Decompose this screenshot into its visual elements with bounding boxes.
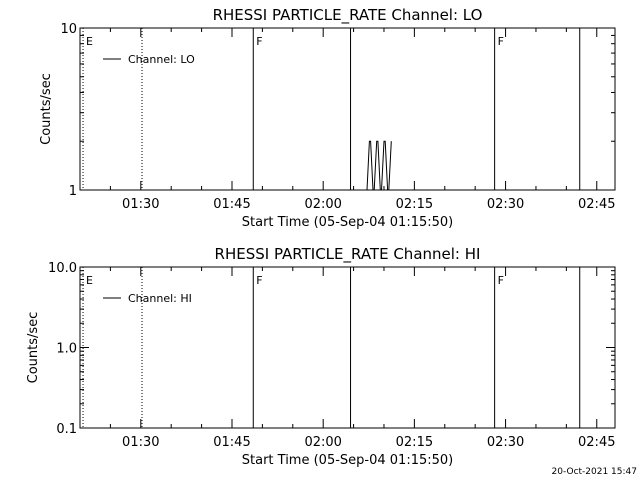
x-axis-label: Start Time (05-Sep-04 01:15:50) [242, 215, 453, 230]
x-tick-label: 01:45 [213, 435, 250, 450]
event-label-4: F [498, 274, 504, 287]
event-label-2: F [256, 274, 262, 287]
series-line-0 [366, 140, 392, 191]
y-tick-label: 1 [69, 184, 77, 199]
x-tick-label: 02:45 [578, 197, 615, 212]
x-tick-label: 02:00 [304, 435, 341, 450]
x-tick-label: 02:45 [578, 435, 615, 450]
x-axis-label: Start Time (05-Sep-04 01:15:50) [242, 453, 453, 468]
y-axis-label: Counts/sec [26, 312, 41, 384]
x-tick-label: 01:45 [213, 197, 250, 212]
x-tick-label: 02:15 [396, 435, 433, 450]
x-tick-label: 02:30 [487, 197, 524, 212]
x-tick-label: 02:30 [487, 435, 524, 450]
chart-panel-lo: RHESSI PARTICLE_RATE Channel: LO E F F 01:30… [39, 6, 616, 230]
plot-frame [79, 27, 616, 191]
y-tick-label: 10.0 [48, 261, 77, 276]
legend-entry: Channel: LO [128, 53, 195, 66]
chart-title: RHESSI PARTICLE_RATE Channel: LO [213, 6, 483, 25]
event-label-0: E [86, 274, 93, 287]
legend-entry: Channel: HI [128, 292, 192, 305]
event-label-0: E [86, 35, 93, 48]
event-label-4: F [498, 35, 504, 48]
chart-title: RHESSI PARTICLE_RATE Channel: HI [215, 245, 481, 264]
chart-panel-hi: RHESSI PARTICLE_RATE Channel: HI E F F 01:30… [26, 245, 616, 468]
event-label-2: F [256, 35, 262, 48]
y-tick-label: 1.0 [56, 342, 77, 357]
y-tick-label: 10 [60, 22, 77, 37]
plot-timestamp: 20-Oct-2021 15:47 [552, 467, 637, 477]
x-tick-label: 01:30 [122, 435, 159, 450]
x-tick-label: 02:15 [396, 197, 433, 212]
x-tick-label: 01:30 [122, 197, 159, 212]
x-tick-label: 02:00 [304, 197, 341, 212]
y-axis-label: Counts/sec [39, 73, 54, 145]
y-tick-label: 0.1 [56, 422, 77, 437]
